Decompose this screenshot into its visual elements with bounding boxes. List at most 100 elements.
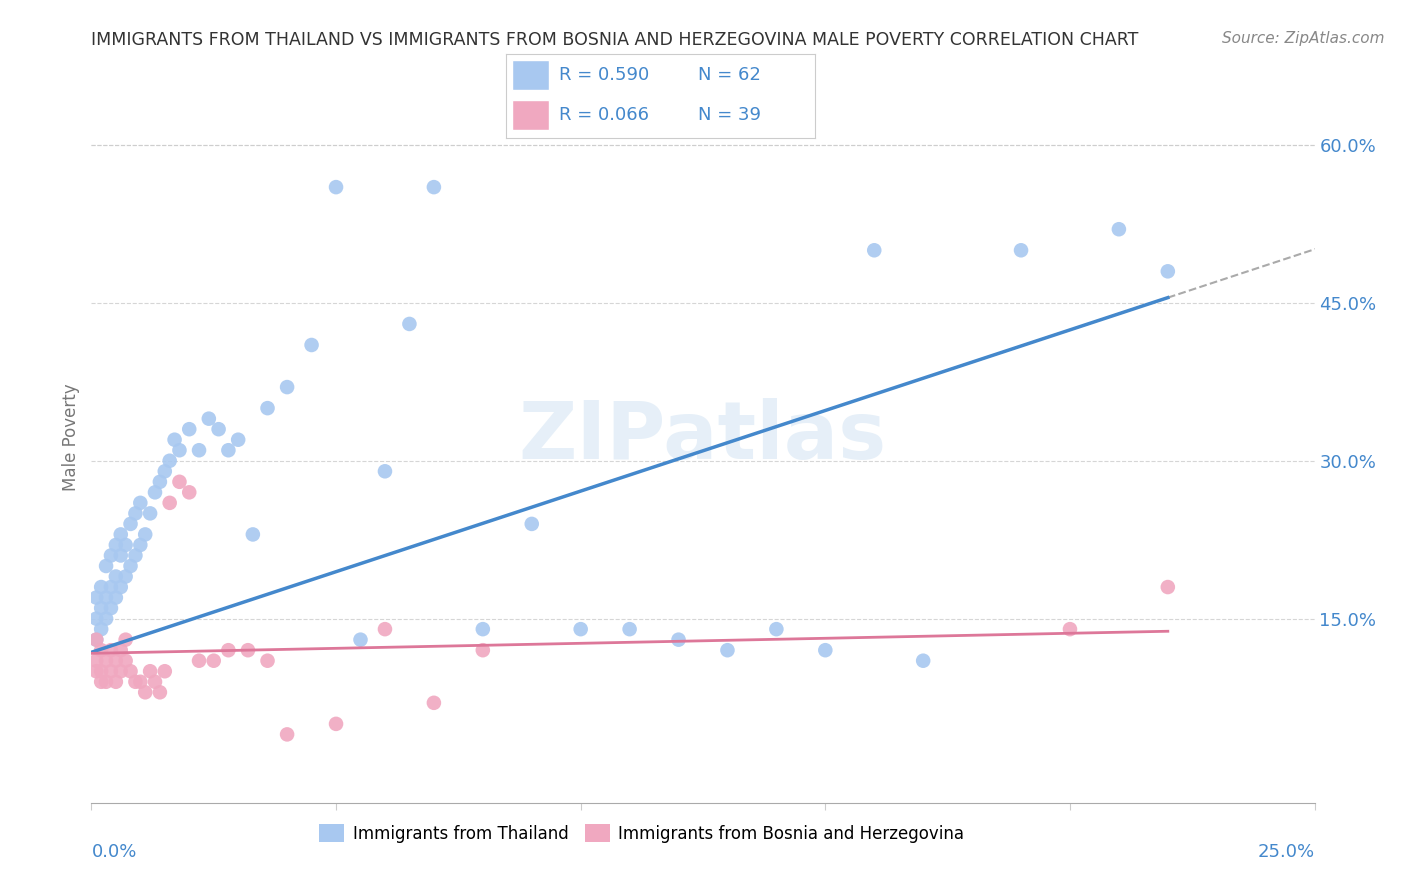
- Point: [236, 643, 259, 657]
- Text: ZIPatlas: ZIPatlas: [519, 398, 887, 476]
- Point: [90, 601, 112, 615]
- Point: [149, 685, 172, 699]
- Point: [139, 665, 162, 679]
- Point: [114, 654, 136, 668]
- Point: [84, 632, 107, 647]
- Point: [301, 338, 323, 352]
- Point: [569, 622, 592, 636]
- Point: [163, 433, 186, 447]
- Point: [398, 317, 420, 331]
- Point: [276, 727, 298, 741]
- Point: [110, 580, 132, 594]
- Point: [169, 443, 191, 458]
- Point: [863, 244, 886, 258]
- Point: [100, 601, 122, 615]
- Point: [1059, 622, 1081, 636]
- Text: R = 0.066: R = 0.066: [558, 106, 648, 124]
- Point: [104, 538, 127, 552]
- Point: [149, 475, 172, 489]
- Point: [226, 433, 249, 447]
- Text: IMMIGRANTS FROM THAILAND VS IMMIGRANTS FROM BOSNIA AND HERZEGOVINA MALE POVERTY : IMMIGRANTS FROM THAILAND VS IMMIGRANTS F…: [91, 31, 1139, 49]
- Point: [100, 643, 122, 657]
- Point: [134, 685, 156, 699]
- Point: [276, 380, 298, 394]
- Point: [814, 643, 837, 657]
- Point: [207, 422, 229, 436]
- Point: [139, 507, 162, 521]
- Point: [100, 549, 122, 563]
- Point: [120, 559, 142, 574]
- Point: [716, 643, 738, 657]
- Point: [153, 665, 176, 679]
- Point: [134, 527, 156, 541]
- Point: [471, 643, 494, 657]
- Point: [84, 665, 107, 679]
- Point: [179, 485, 201, 500]
- Point: [94, 674, 117, 689]
- Point: [124, 507, 146, 521]
- Point: [169, 475, 191, 489]
- Point: [100, 580, 122, 594]
- Y-axis label: Male Poverty: Male Poverty: [62, 384, 80, 491]
- Point: [765, 622, 787, 636]
- Point: [84, 632, 107, 647]
- Point: [114, 538, 136, 552]
- Point: [202, 654, 225, 668]
- Text: N = 62: N = 62: [697, 66, 761, 84]
- Text: N = 39: N = 39: [697, 106, 761, 124]
- Point: [1157, 580, 1180, 594]
- Point: [94, 591, 117, 605]
- Point: [325, 180, 347, 194]
- Text: 25.0%: 25.0%: [1257, 843, 1315, 861]
- Point: [153, 464, 176, 478]
- Point: [188, 443, 211, 458]
- Point: [90, 674, 112, 689]
- Point: [129, 538, 152, 552]
- Text: Source: ZipAtlas.com: Source: ZipAtlas.com: [1222, 31, 1385, 46]
- Point: [120, 516, 142, 531]
- Point: [256, 654, 278, 668]
- Point: [104, 591, 127, 605]
- Point: [124, 549, 146, 563]
- Point: [90, 580, 112, 594]
- Point: [325, 717, 347, 731]
- Point: [104, 569, 127, 583]
- Point: [242, 527, 264, 541]
- Point: [110, 527, 132, 541]
- Point: [520, 516, 543, 531]
- Point: [159, 496, 181, 510]
- Point: [374, 622, 396, 636]
- Point: [188, 654, 211, 668]
- Bar: [512, 61, 550, 90]
- Point: [349, 632, 371, 647]
- Point: [90, 643, 112, 657]
- Point: [104, 674, 127, 689]
- Point: [84, 591, 107, 605]
- Point: [129, 674, 152, 689]
- Point: [423, 180, 446, 194]
- Text: R = 0.590: R = 0.590: [558, 66, 650, 84]
- Point: [179, 422, 201, 436]
- Bar: [512, 100, 550, 130]
- Point: [1157, 264, 1180, 278]
- Point: [619, 622, 641, 636]
- Point: [471, 622, 494, 636]
- Point: [198, 411, 221, 425]
- Point: [84, 654, 107, 668]
- Point: [110, 549, 132, 563]
- Point: [217, 643, 239, 657]
- Point: [912, 654, 935, 668]
- Point: [217, 443, 239, 458]
- Point: [110, 665, 132, 679]
- Point: [94, 654, 117, 668]
- Point: [114, 632, 136, 647]
- Point: [374, 464, 396, 478]
- Point: [423, 696, 446, 710]
- Point: [104, 654, 127, 668]
- Point: [100, 665, 122, 679]
- Point: [84, 612, 107, 626]
- Point: [143, 674, 166, 689]
- Point: [124, 674, 146, 689]
- Point: [143, 485, 166, 500]
- Point: [94, 612, 117, 626]
